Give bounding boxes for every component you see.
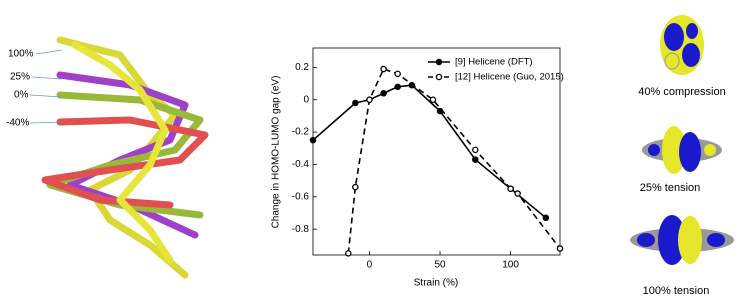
series-line [312, 84, 547, 219]
y-tick-label: -0.4 [292, 159, 310, 170]
data-point [394, 70, 401, 78]
y-axis-label: Change in HOMO-LUMO gap (eV) [271, 76, 282, 229]
strain-label-leaders [29, 49, 63, 124]
legend-label: [9] Helicene (DFT) [455, 57, 533, 68]
y-tick-label: 0 [303, 94, 309, 105]
x-tick-label: 0 [367, 260, 373, 271]
legend-marker [435, 58, 443, 66]
orbital-images [630, 15, 734, 265]
y-tick-label: -0.2 [292, 127, 310, 138]
y-tick-label: -0.8 [292, 224, 310, 235]
data-point [380, 65, 387, 73]
data-point [366, 96, 373, 104]
x-tick-label: 100 [502, 260, 519, 271]
data-point [542, 214, 550, 222]
legend-label: [12] Helicene (Guo, 2015) [455, 72, 564, 83]
data-point [380, 90, 387, 97]
data-point [507, 185, 514, 192]
strain-label: 0% [14, 90, 29, 101]
helicene-structures [41, 36, 209, 279]
strain-label: 25% [10, 72, 30, 83]
data-point [309, 136, 317, 144]
data-point [394, 83, 401, 91]
data-point [345, 250, 352, 257]
data-point [556, 245, 564, 252]
y-tick-label: -0.6 [292, 191, 310, 202]
x-axis-label: Strain (%) [414, 278, 458, 289]
orbital-caption: 25% tension [640, 182, 701, 194]
data-point [472, 156, 479, 163]
orbital-caption: 40% compression [638, 86, 725, 98]
data-point [514, 190, 521, 197]
strain-label: -40% [6, 118, 29, 129]
legend-marker [435, 73, 443, 81]
strain-label: 100% [8, 49, 34, 60]
y-tick-label: 0.2 [295, 62, 309, 73]
orbital-caption: 100% tension [643, 285, 710, 297]
x-tick-label: 50 [434, 260, 446, 271]
series-line [347, 68, 561, 254]
plot-frame [312, 47, 561, 256]
data-point [352, 99, 359, 107]
data-point [429, 96, 437, 104]
plot: 0 50 100 -0.8 -0.6 -0.4 -0.2 0 0.2 [9] Helicene (… [292, 47, 564, 271]
data-point [352, 183, 359, 191]
data-point [472, 146, 479, 154]
